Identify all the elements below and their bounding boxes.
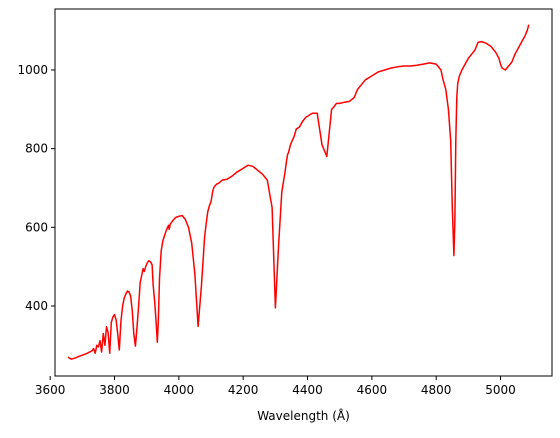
- x-axis-title: Wavelength (Å): [257, 408, 350, 423]
- y-axis-ticks: 400 600 800 1000: [17, 63, 55, 313]
- x-tick-label: 3800: [99, 383, 130, 397]
- x-axis-ticks: 3600 3800 4000 4200 4400 4600 4800 5000: [35, 376, 516, 397]
- spectrum-line: [67, 24, 530, 360]
- x-tick-label: 3600: [35, 383, 66, 397]
- y-tick-label: 800: [25, 142, 48, 156]
- x-tick-label: 4000: [164, 383, 195, 397]
- plot-frame: [54, 8, 553, 377]
- x-tick-label: 4600: [357, 383, 388, 397]
- y-tick-label: 400: [25, 299, 48, 313]
- x-tick-label: 4200: [228, 383, 259, 397]
- y-tick-label: 1000: [17, 63, 48, 77]
- x-tick-label: 4400: [292, 383, 323, 397]
- x-tick-label: 5000: [485, 383, 516, 397]
- x-tick-label: 4800: [421, 383, 452, 397]
- y-tick-label: 600: [25, 220, 48, 234]
